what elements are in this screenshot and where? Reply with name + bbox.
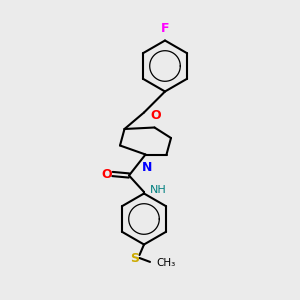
Text: F: F (161, 22, 169, 35)
Text: O: O (102, 167, 112, 181)
Text: S: S (130, 251, 140, 265)
Text: O: O (151, 109, 161, 122)
Text: CH₃: CH₃ (156, 258, 175, 268)
Text: N: N (142, 160, 152, 173)
Text: NH: NH (149, 184, 166, 195)
